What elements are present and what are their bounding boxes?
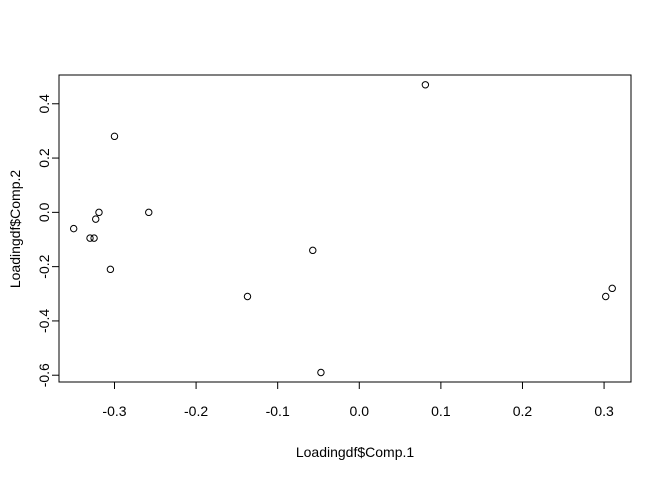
data-point-10 <box>317 368 325 377</box>
y-tick-label: 0.4 <box>36 94 52 114</box>
x-axis-title: Loadingdf$Comp.1 <box>296 444 415 460</box>
x-tick-label: -0.3 <box>102 403 126 419</box>
x-tick-label: 0.0 <box>350 403 370 419</box>
x-tick-label: 0.1 <box>431 403 451 419</box>
data-point-5 <box>106 265 115 274</box>
data-point-12 <box>602 292 610 301</box>
data-point-11 <box>421 81 430 89</box>
x-tick-label: -0.1 <box>266 403 290 419</box>
data-point-8 <box>243 292 252 301</box>
x-tick-label: 0.3 <box>594 403 614 419</box>
y-axis-title: Loadingdf$Comp.2 <box>7 170 23 289</box>
data-point-13 <box>608 284 616 293</box>
x-axis: -0.3 -0.2 -0.1 0.0 0.1 0.2 0.3 <box>102 381 614 419</box>
data-points <box>69 81 616 377</box>
data-point-4 <box>95 208 103 217</box>
plot-frame <box>58 74 632 383</box>
data-point-2 <box>90 234 98 242</box>
y-tick-label: -0.6 <box>36 363 52 387</box>
data-point-6 <box>110 132 119 141</box>
y-tick-label: 0.2 <box>36 148 52 168</box>
y-tick-label: 0.0 <box>36 202 52 222</box>
x-tick-label: 0.2 <box>513 403 533 419</box>
y-tick-label: -0.4 <box>36 309 52 333</box>
x-tick-label: -0.2 <box>184 403 208 419</box>
data-point-1 <box>86 234 94 242</box>
data-point-3 <box>92 215 100 223</box>
data-point-0 <box>69 224 78 233</box>
y-axis: -0.6 -0.4 -0.2 0.0 0.2 0.4 <box>36 94 60 387</box>
data-point-7 <box>145 208 153 217</box>
data-point-9 <box>309 246 317 255</box>
y-tick-label: -0.2 <box>36 254 52 278</box>
